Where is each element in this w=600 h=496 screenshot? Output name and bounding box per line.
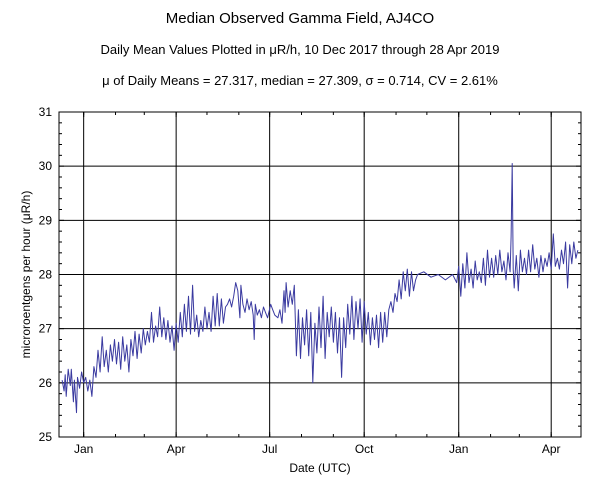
x-tick-label: Oct [355,442,374,456]
chart-subtitle: Daily Mean Values Plotted in μR/h, 10 De… [100,42,500,57]
grid-lines [59,112,581,437]
series-group [61,163,579,414]
y-tick-label: 27 [39,322,53,336]
chart-title: Median Observed Gamma Field, AJ4CO [165,10,435,27]
y-tick-label: 31 [39,105,53,119]
x-tick-label: Apr [542,442,561,456]
x-tick-label: Jul [262,442,277,456]
y-tick-label: 30 [39,159,53,173]
y-tick-label: 29 [39,213,53,227]
y-tick-label: 28 [39,268,53,282]
x-tick-label: Jan [74,442,93,456]
y-tick-label: 25 [39,430,53,444]
y-tick-label: 26 [39,376,53,390]
y-axis-label: microroentgens per hour (μR/h) [19,191,33,359]
chart-stats-line: μ of Daily Means = 27.317, median = 27.3… [102,73,498,88]
x-tick-label: Apr [167,442,186,456]
series-line [61,163,579,414]
x-tick-label: Jan [449,442,468,456]
axis-ticks: 25 26 27 28 29 30 31 Jan Apr Jul Oct Jan Apr [39,105,581,456]
x-axis-label: Date (UTC) [289,461,350,475]
